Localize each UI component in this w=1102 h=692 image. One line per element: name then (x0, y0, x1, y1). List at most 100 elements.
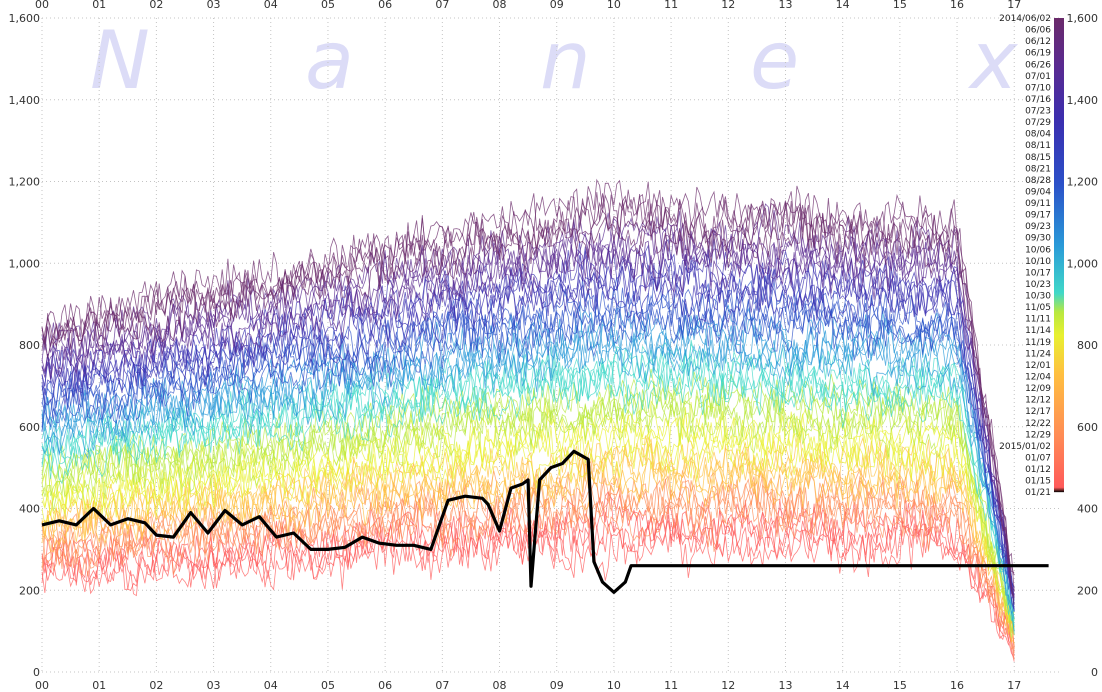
x-tick-label-bottom: 17 (1007, 679, 1021, 692)
watermark-letter: x (967, 14, 1019, 107)
x-tick-label-top: 04 (264, 0, 278, 11)
background-series-line (41, 193, 1015, 574)
legend-date-label: 08/21 (1025, 164, 1051, 174)
background-series-line (41, 203, 1015, 595)
background-series-line (41, 258, 1015, 610)
legend-date-label: 08/11 (1025, 141, 1051, 151)
background-series-line (41, 490, 1015, 648)
background-series-line (41, 342, 1015, 621)
y-tick-label-right: 1,400 (1067, 94, 1099, 107)
legend-date-label: 08/28 (1025, 176, 1051, 186)
legend-date-label: 11/11 (1025, 315, 1051, 325)
y-tick-label-right: 200 (1077, 584, 1098, 597)
y-tick-label-right: 400 (1077, 503, 1098, 516)
legend-date-label: 06/26 (1025, 60, 1051, 70)
y-tick-label-right: 1,600 (1067, 12, 1099, 25)
x-tick-label-bottom: 03 (207, 679, 221, 692)
x-tick-label-top: 00 (35, 0, 49, 11)
y-tick-label-left: 800 (19, 339, 40, 352)
x-tick-label-top: 15 (893, 0, 907, 11)
x-tick-label-bottom: 11 (664, 679, 678, 692)
x-tick-label-bottom: 00 (35, 679, 49, 692)
y-tick-label-left: 1,000 (9, 257, 41, 270)
x-tick-label-bottom: 01 (92, 679, 106, 692)
legend-date-label: 11/19 (1025, 338, 1051, 348)
legend-date-label: 08/04 (1025, 130, 1051, 140)
legend-date-label: 10/23 (1025, 280, 1051, 290)
grid-lines (41, 17, 1060, 673)
x-tick-label-top: 05 (321, 0, 335, 11)
x-tick-label-top: 09 (550, 0, 564, 11)
legend-date-label: 09/23 (1025, 222, 1051, 232)
legend-date-label: 2015/01/02 (999, 442, 1051, 452)
legend-date-label: 01/21 (1025, 488, 1051, 498)
legend-date-label: 08/15 (1025, 153, 1051, 163)
y-axis-right: 0 200 400 600 800 1,000 1,200 1,400 1,600 (1067, 12, 1099, 679)
legend-date-label: 06/12 (1025, 37, 1051, 47)
x-tick-label-top: 06 (378, 0, 392, 11)
y-tick-label-left: 1,600 (9, 12, 41, 25)
legend-date-label: 12/09 (1025, 384, 1051, 394)
watermark-letter: n (540, 14, 591, 107)
x-tick-label-top: 07 (435, 0, 449, 11)
x-tick-label-top: 01 (92, 0, 106, 11)
x-tick-label-bottom: 04 (264, 679, 278, 692)
y-tick-label-right: 800 (1077, 339, 1098, 352)
highlight-series (41, 449, 1049, 594)
legend-date-label: 07/29 (1025, 118, 1051, 128)
x-tick-label-top: 10 (607, 0, 621, 11)
colorbar (1054, 18, 1064, 493)
y-tick-label-left: 200 (19, 584, 40, 597)
y-tick-label-right: 1,200 (1067, 176, 1099, 189)
x-tick-label-bottom: 12 (721, 679, 735, 692)
x-tick-label-top: 13 (778, 0, 792, 11)
legend-date-label: 09/30 (1025, 234, 1051, 244)
legend-date-label: 07/10 (1025, 83, 1051, 93)
background-series-line (41, 396, 1015, 622)
x-tick-label-bottom: 14 (836, 679, 850, 692)
background-series-line (41, 181, 1015, 576)
background-series-line (41, 368, 1015, 636)
legend-date-label: 12/12 (1025, 396, 1051, 406)
x-tick-label-top: 12 (721, 0, 735, 11)
x-tick-label-top: 11 (664, 0, 678, 11)
background-series-line (41, 378, 1015, 626)
legend-date-label: 12/29 (1025, 430, 1051, 440)
legend-date-label: 07/01 (1025, 72, 1051, 82)
legend-date-label: 09/17 (1025, 211, 1051, 221)
y-tick-label-right: 600 (1077, 421, 1098, 434)
highlight-series-line (41, 449, 1049, 594)
background-series-line (41, 339, 1015, 635)
x-tick-label-top: 02 (149, 0, 163, 11)
legend-date-label: 10/10 (1025, 257, 1051, 267)
legend-date-label: 12/04 (1025, 373, 1051, 383)
legend-date-label: 12/17 (1025, 407, 1051, 417)
y-axis-left: 0 200 400 600 800 1,000 1,200 1,400 1,600 (9, 12, 41, 679)
legend-date-label: 2014/06/02 (999, 14, 1051, 24)
legend-date-label: 01/07 (1025, 453, 1051, 463)
y-tick-label-left: 1,200 (9, 176, 41, 189)
x-tick-label-bottom: 06 (378, 679, 392, 692)
legend-date-label: 01/12 (1025, 465, 1051, 475)
y-tick-label-right: 0 (1091, 666, 1098, 679)
legend-date-label: 07/16 (1025, 95, 1051, 105)
x-tick-label-top: 08 (493, 0, 507, 11)
legend-date-label: 01/15 (1025, 477, 1051, 487)
legend-date-label: 11/14 (1025, 326, 1051, 336)
background-series-line (41, 235, 1015, 601)
legend-date-label: 12/22 (1025, 419, 1051, 429)
legend-date-label: 10/06 (1025, 245, 1051, 255)
legend-date-label: 11/05 (1025, 303, 1051, 313)
x-tick-label-top: 16 (950, 0, 964, 11)
legend-date-label: 11/24 (1025, 349, 1051, 359)
x-axis-bottom: 00 01 02 03 04 05 06 07 08 09 10 11 12 13 14 15 16 17 (35, 679, 1021, 692)
background-series-line (41, 221, 1015, 597)
legend-date-label: 10/17 (1025, 268, 1051, 278)
y-tick-label-right: 1,000 (1067, 257, 1099, 270)
legend-date-label: 07/23 (1025, 107, 1051, 117)
background-series-line (41, 388, 1015, 638)
x-tick-label-bottom: 02 (149, 679, 163, 692)
